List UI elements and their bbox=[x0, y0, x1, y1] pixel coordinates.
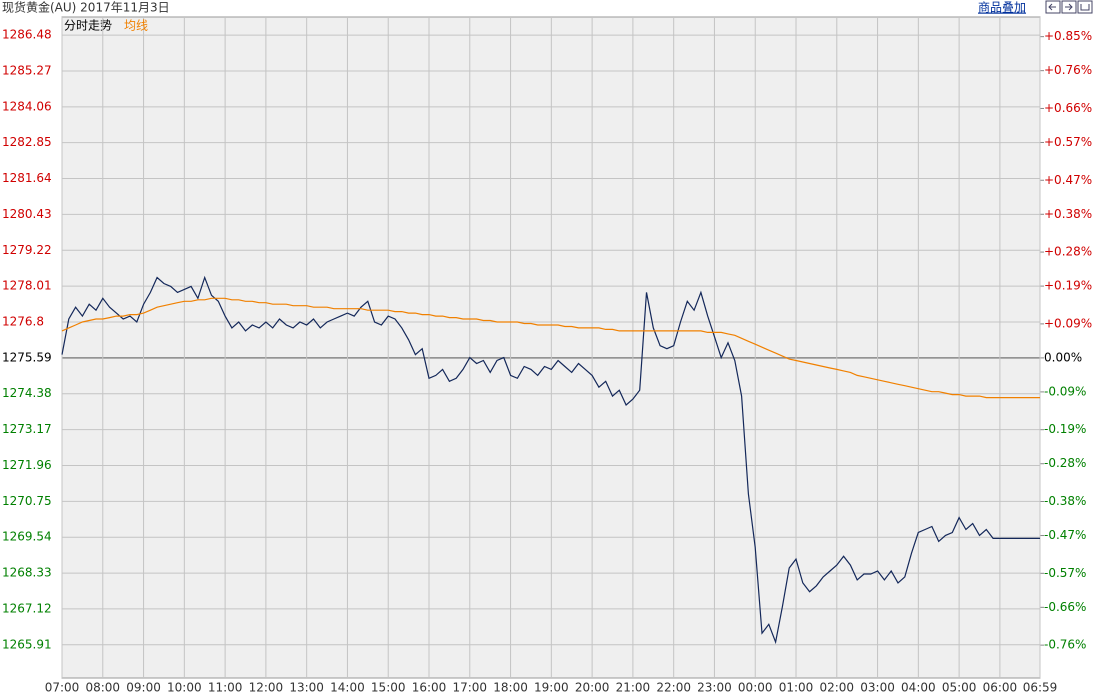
chart-subtitle: 分时走势 bbox=[64, 19, 112, 33]
x-tick-label: 23:00 bbox=[697, 681, 732, 695]
x-tick-label: 15:00 bbox=[371, 681, 406, 695]
x-tick-label: 13:00 bbox=[289, 681, 324, 695]
series-line bbox=[61, 297, 1040, 399]
y2-tick-label: 0.00% bbox=[1044, 350, 1082, 364]
y2-tick-label: -0.76% bbox=[1044, 638, 1086, 652]
y2-tick-label: +0.57% bbox=[1044, 135, 1092, 149]
legend-label: 均线 bbox=[124, 19, 148, 33]
y2-tick-label: +0.09% bbox=[1044, 316, 1092, 330]
x-tick-label: 14:00 bbox=[330, 681, 365, 695]
x-tick-label: 09:00 bbox=[126, 681, 161, 695]
x-tick-label: 07:00 bbox=[45, 681, 80, 695]
y-tick-label: 1279.22 bbox=[2, 243, 52, 257]
y2-tick-label: +0.28% bbox=[1044, 245, 1092, 259]
y-tick-label: 1271.96 bbox=[2, 458, 52, 472]
y-tick-label: 1278.01 bbox=[2, 279, 52, 293]
x-tick-label: 19:00 bbox=[534, 681, 569, 695]
x-tick-label: 02:00 bbox=[819, 681, 854, 695]
x-tick-label: 21:00 bbox=[616, 681, 651, 695]
x-tick-label: 12:00 bbox=[249, 681, 284, 695]
y2-tick-label: -0.47% bbox=[1044, 528, 1086, 542]
x-tick-label: 20:00 bbox=[575, 681, 610, 695]
x-tick-label: 06:00 bbox=[983, 681, 1018, 695]
y-tick-label: 1280.43 bbox=[2, 207, 52, 221]
x-tick-label: 00:00 bbox=[738, 681, 773, 695]
y-tick-label: 1273.17 bbox=[2, 422, 52, 436]
page-title: 现货黄金(AU) 2017年11月3日 bbox=[2, 0, 170, 15]
y-tick-label: 1281.64 bbox=[2, 171, 52, 185]
y-tick-label: 1284.06 bbox=[2, 99, 52, 113]
y2-tick-label: -0.28% bbox=[1044, 456, 1086, 470]
x-tick-label: 08:00 bbox=[85, 681, 120, 695]
y-tick-label: 1269.54 bbox=[2, 530, 52, 544]
x-tick-label: 11:00 bbox=[208, 681, 243, 695]
x-tick-label: 03:00 bbox=[860, 681, 895, 695]
y2-tick-label: -0.57% bbox=[1044, 566, 1086, 580]
y2-tick-label: +0.47% bbox=[1044, 173, 1092, 187]
x-tick-label: 18:00 bbox=[493, 681, 528, 695]
y2-tick-label: +0.66% bbox=[1044, 101, 1092, 115]
x-tick-label: 17:00 bbox=[452, 681, 487, 695]
y-tick-label: 1265.91 bbox=[2, 637, 52, 651]
y2-tick-label: +0.76% bbox=[1044, 63, 1092, 77]
x-tick-label: 16:00 bbox=[412, 681, 447, 695]
x-tick-label: 04:00 bbox=[901, 681, 936, 695]
y-tick-label: 1285.27 bbox=[2, 63, 52, 77]
y2-tick-label: +0.19% bbox=[1044, 279, 1092, 293]
y-tick-label: 1286.48 bbox=[2, 28, 52, 42]
y-tick-label: 1282.85 bbox=[2, 135, 52, 149]
y2-tick-label: -0.66% bbox=[1044, 600, 1086, 614]
y-tick-label: 1268.33 bbox=[2, 566, 52, 580]
x-tick-label: 01:00 bbox=[779, 681, 814, 695]
x-tick-label: 05:00 bbox=[942, 681, 977, 695]
y-tick-label: 1275.59 bbox=[2, 350, 52, 364]
y-tick-label: 1274.38 bbox=[2, 386, 52, 400]
x-tick-label: 06:59 bbox=[1023, 681, 1058, 695]
y-tick-label: 1270.75 bbox=[2, 494, 52, 508]
y2-tick-label: -0.19% bbox=[1044, 422, 1086, 436]
x-tick-label: 10:00 bbox=[167, 681, 202, 695]
y2-tick-label: -0.09% bbox=[1044, 384, 1086, 398]
x-tick-label: 22:00 bbox=[656, 681, 691, 695]
y-tick-label: 1267.12 bbox=[2, 601, 52, 615]
y2-tick-label: +0.85% bbox=[1044, 29, 1092, 43]
series-line bbox=[61, 275, 1040, 645]
overlay-link[interactable]: 商品叠加 bbox=[978, 0, 1026, 15]
toolbar-icons[interactable] bbox=[1045, 0, 1093, 14]
y2-tick-label: -0.38% bbox=[1044, 494, 1086, 508]
y-tick-label: 1276.8 bbox=[2, 315, 44, 329]
y2-tick-label: +0.38% bbox=[1044, 207, 1092, 221]
